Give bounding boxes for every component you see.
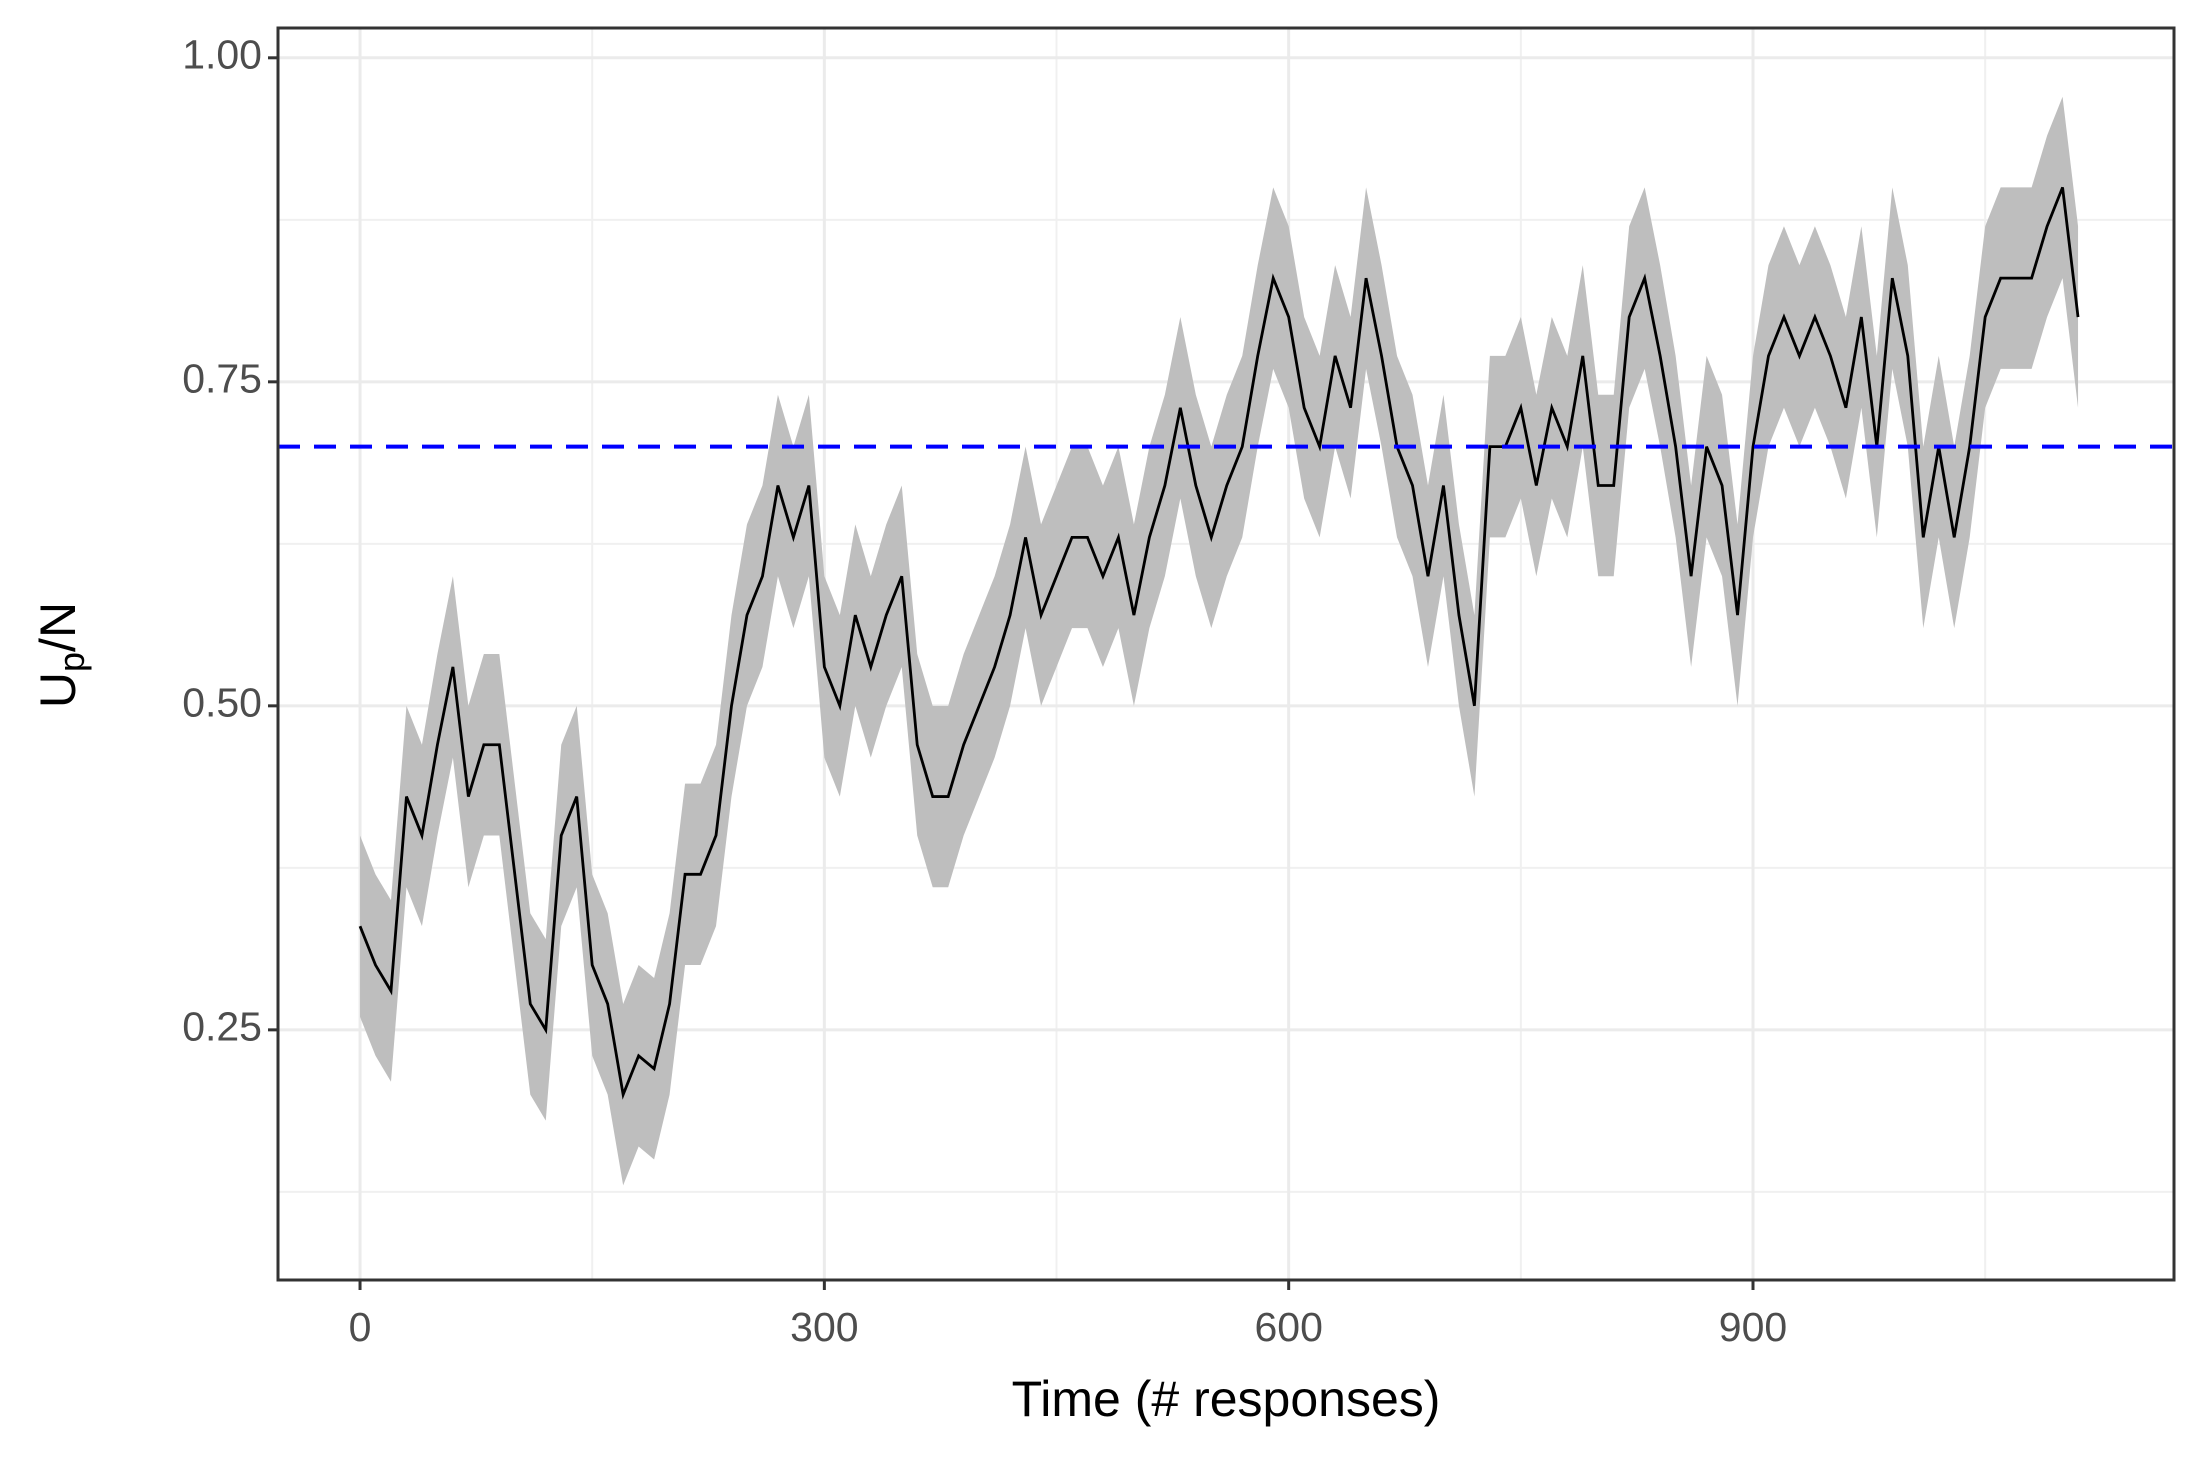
x-tick-label: 600 [1254,1304,1322,1350]
x-tick-label: 900 [1719,1304,1787,1350]
x-tick-label: 0 [349,1304,372,1350]
y-title-main: U [30,672,86,708]
y-title-rest: /N [30,602,86,652]
data-line [358,186,2080,1100]
confidence-band [360,96,2079,1186]
y-title-sub: p [51,652,92,672]
plot-border [276,26,2176,1282]
y-tick-label: 0.75 [182,356,262,402]
x-axis-title: Time (# responses) [1012,1371,1441,1427]
x-tick-label: 300 [790,1304,858,1350]
y-tick-label: 0.25 [182,1004,262,1050]
y-tick-label: 0.50 [182,680,262,726]
y-tick-label: 1.00 [182,32,262,78]
y-axis-title: Up/N [30,602,91,708]
